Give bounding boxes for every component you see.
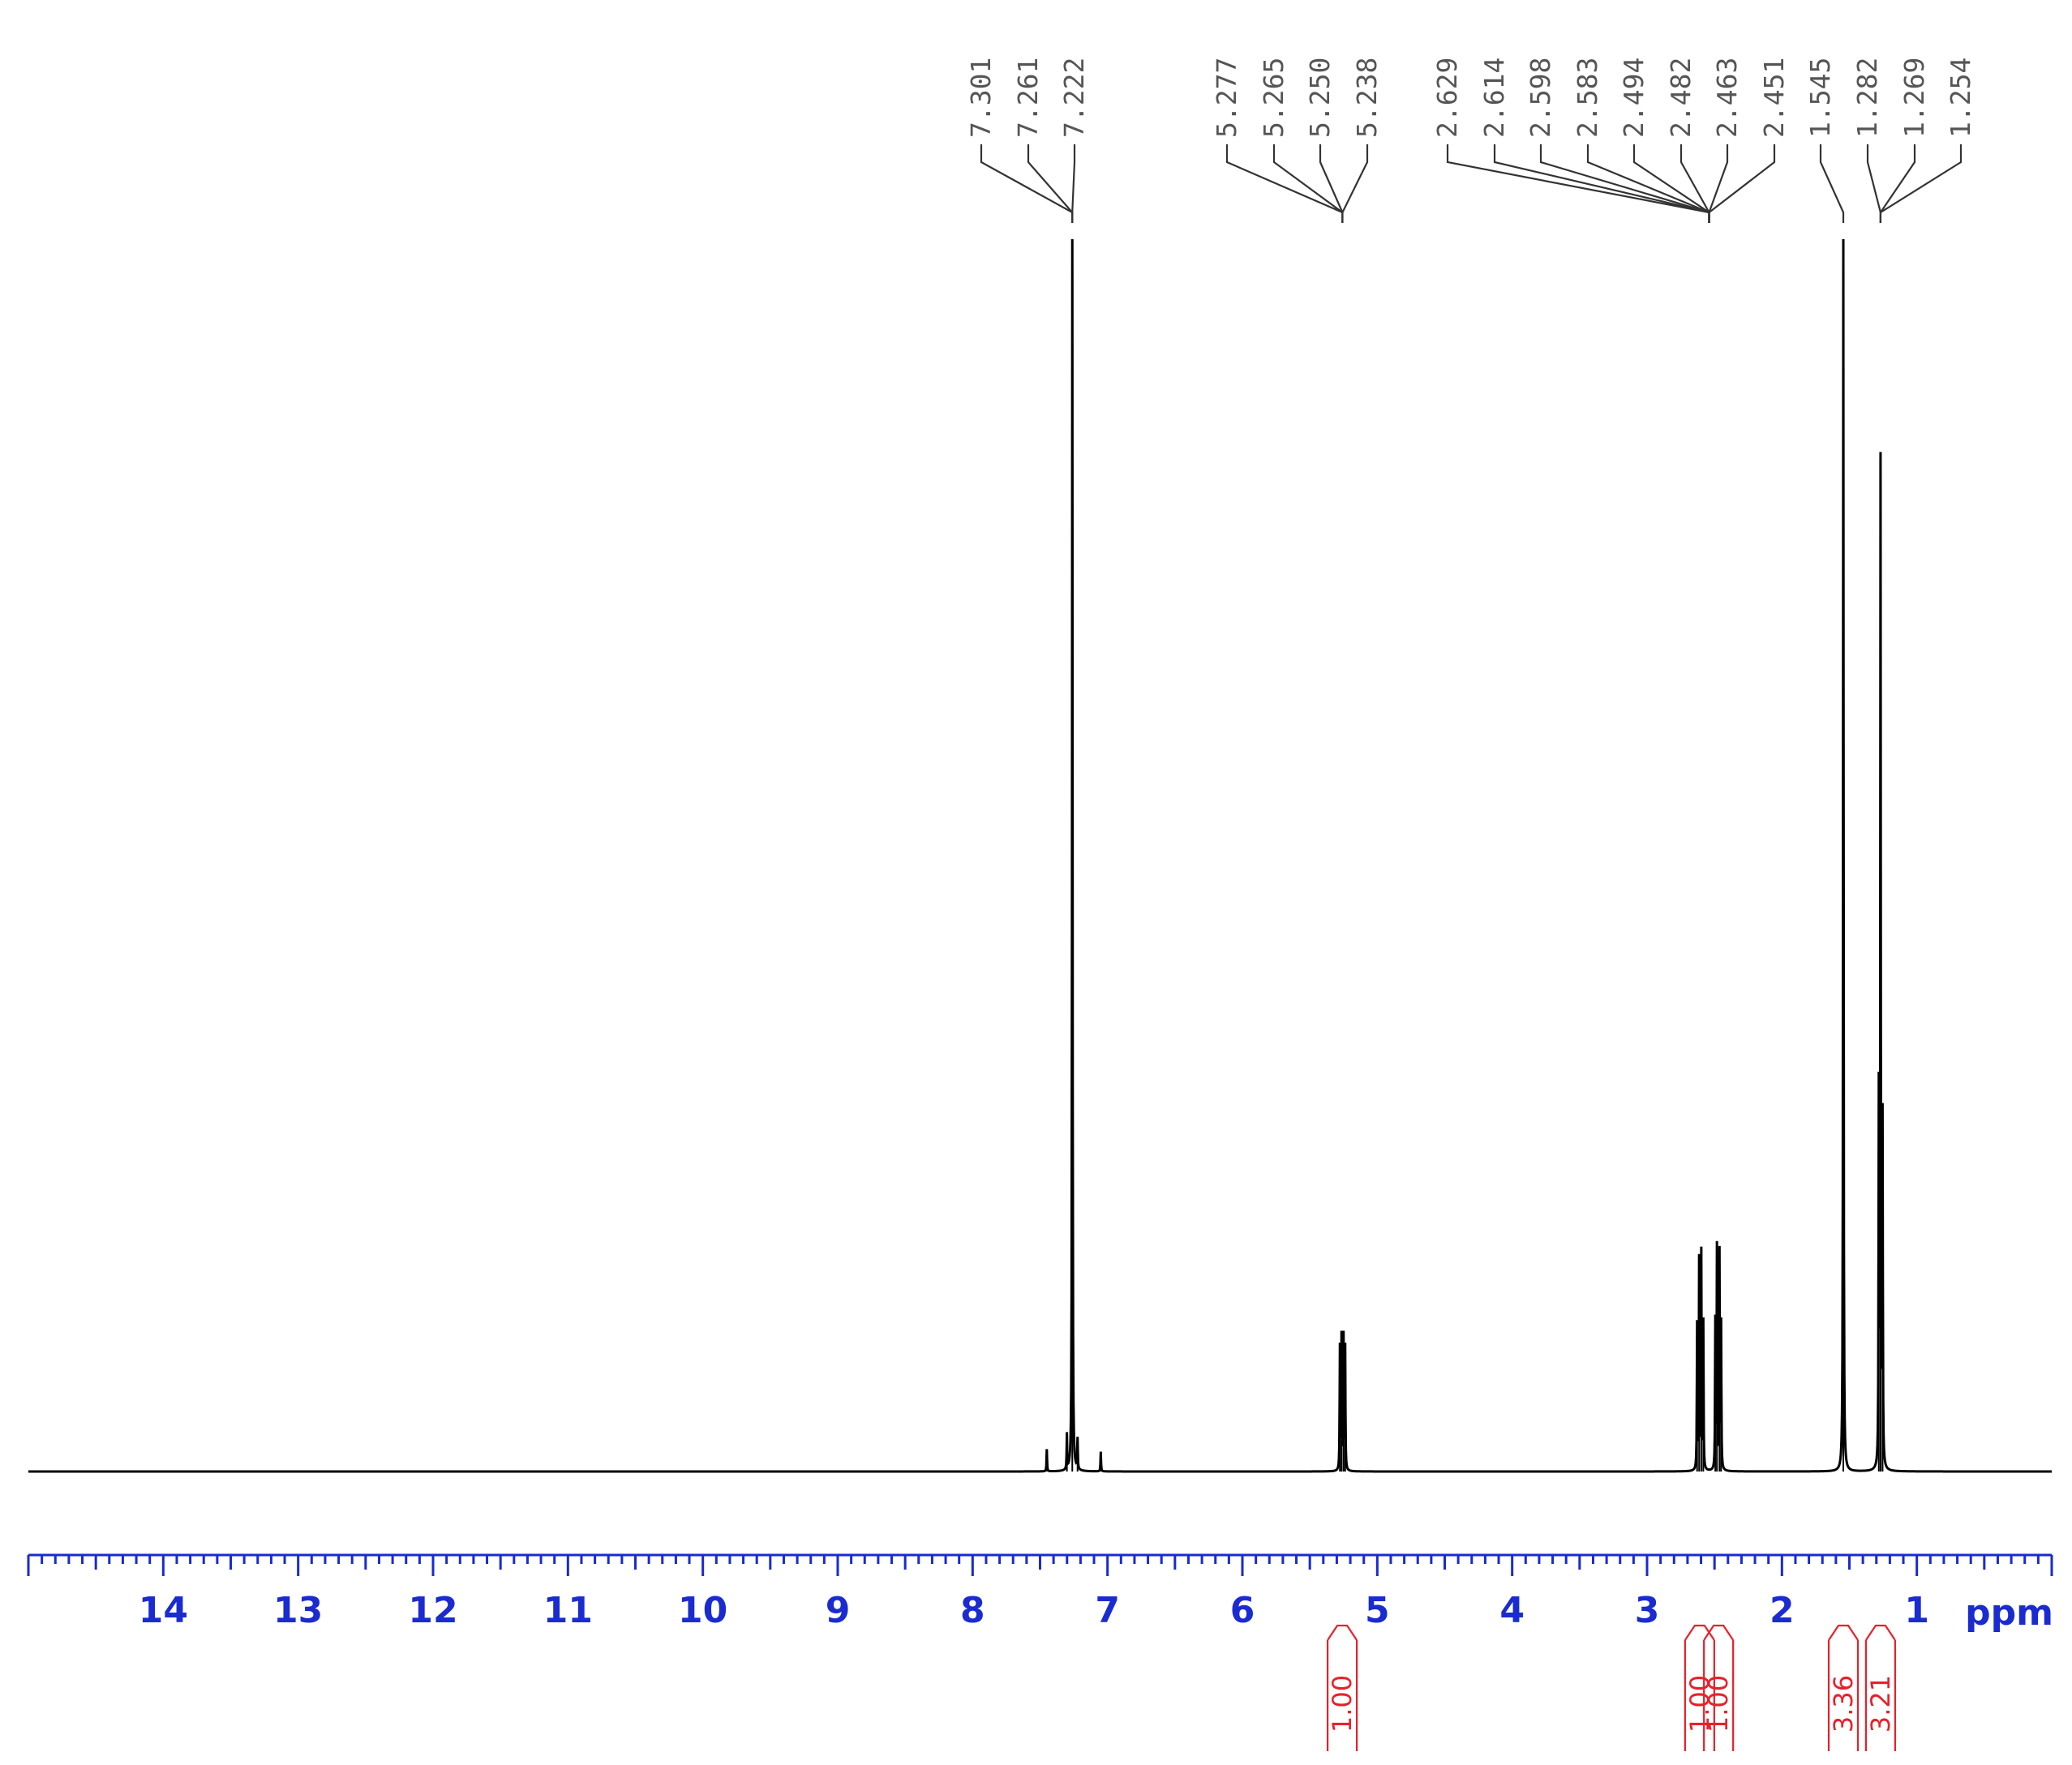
peak-label: 2.629 <box>1431 58 1463 138</box>
peak-label-leader <box>1272 144 1344 223</box>
peak-label-leader <box>1027 144 1074 223</box>
peak-label: 7.301 <box>965 58 997 138</box>
integral-value: 1.00 <box>1684 1675 1715 1733</box>
x-tick-label: 8 <box>960 1590 985 1631</box>
peak-label: 5.277 <box>1211 58 1242 138</box>
integral-bracket <box>1828 1624 1859 1641</box>
x-axis: 14 13 12 11 10 9 8 7 6 5 4 3 2 1 ppm <box>27 1553 2053 1634</box>
spectrum-trace <box>28 238 2052 1473</box>
peak-label: 2.451 <box>1758 58 1790 138</box>
peak-label: 1.254 <box>1945 58 1976 138</box>
peak-label: 1.545 <box>1804 58 1836 138</box>
peak-label: 5.238 <box>1351 58 1383 138</box>
x-tick-label: 5 <box>1365 1590 1390 1631</box>
x-tick-label: 11 <box>543 1590 593 1631</box>
x-tick-label: 7 <box>1095 1590 1120 1631</box>
peak-label-leader <box>1866 144 1882 223</box>
peak-label: 2.583 <box>1572 58 1603 138</box>
x-tick-label: 12 <box>408 1590 457 1631</box>
integral-bracket <box>1865 1624 1896 1641</box>
peak-label-leader <box>1446 144 1710 223</box>
x-tick-label: 13 <box>273 1590 323 1631</box>
peak-label-leader <box>1225 144 1344 223</box>
peak-label-leader <box>1879 144 1916 223</box>
integral-value: 3.21 <box>1865 1675 1896 1733</box>
peak-label-leader <box>980 144 1074 223</box>
integral-value: 3.36 <box>1828 1675 1859 1733</box>
peak-label-leader <box>1493 144 1710 223</box>
peak-label: 7.261 <box>1012 58 1044 138</box>
peak-label: 2.598 <box>1525 58 1556 138</box>
peak-label: 2.463 <box>1711 58 1743 138</box>
integral-layer: 1.00 1.001.00 3.36 3.21 <box>1326 1624 1897 1751</box>
peak-label-leader <box>1586 144 1710 223</box>
peak-label-leader <box>1341 144 1369 223</box>
x-tick-label: 2 <box>1770 1590 1795 1631</box>
x-tick-label: 3 <box>1635 1590 1660 1631</box>
peak-label-layer: 7.301 7.261 7.222 5.277 5.265 5.250 5.238 2.629… <box>965 58 1976 223</box>
x-tick-label: 6 <box>1230 1590 1255 1631</box>
x-axis-unit-label: ppm <box>1965 1592 2053 1634</box>
integral-value: 1.00 <box>1703 1675 1734 1733</box>
x-tick-label: 1 <box>1904 1590 1929 1631</box>
peak-label: 1.269 <box>1898 58 1930 138</box>
peak-label-leader <box>1819 144 1845 223</box>
integral-value: 1.00 <box>1327 1675 1358 1733</box>
x-axis-ticks: 14 13 12 11 10 9 8 7 6 5 4 3 2 1 <box>27 1555 2053 1631</box>
peak-label: 5.265 <box>1258 58 1289 138</box>
peak-label: 7.222 <box>1058 58 1090 138</box>
x-tick-label: 10 <box>678 1590 727 1631</box>
peak-label: 5.250 <box>1304 58 1336 138</box>
x-tick-label: 9 <box>826 1590 851 1631</box>
integral-bracket <box>1703 1624 1735 1641</box>
peak-label: 2.614 <box>1478 58 1510 138</box>
peak-label-leader <box>1879 144 1963 223</box>
trace-layer <box>28 238 2052 1473</box>
x-tick-label: 4 <box>1499 1590 1525 1631</box>
peak-label: 1.282 <box>1851 58 1883 138</box>
peak-label: 2.482 <box>1665 58 1697 138</box>
peak-label: 2.494 <box>1618 58 1649 138</box>
x-tick-label: 14 <box>139 1590 188 1631</box>
peak-label-leader <box>1071 144 1076 223</box>
integral-bracket <box>1327 1624 1358 1641</box>
peak-label-leader <box>1708 144 1776 223</box>
peak-label-leader <box>1539 144 1710 223</box>
